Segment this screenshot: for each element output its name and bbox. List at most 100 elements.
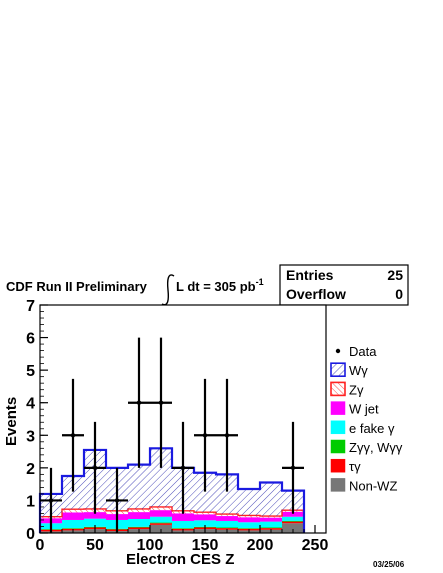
stats-entries-label: Entries [286,267,334,283]
x-tick-label: 50 [86,537,104,554]
legend-item-e-fake-: e fake γ [330,420,395,436]
bar-w--9 [238,489,260,516]
y-tick-label: 7 [26,298,35,315]
bar-z--9 [238,515,260,518]
data-marker [114,498,120,503]
legend-label: Zγ [349,382,364,397]
data-point-2 [84,421,106,514]
x-tick-label: 100 [137,537,164,554]
axes: 0 50 100 150 200 250 0 1 2 3 4 5 6 7 [26,298,328,554]
bar-z--7 [194,512,216,515]
bar-non-wz-5 [150,524,172,533]
bar-e-fake--5 [150,516,172,523]
legend-item-data: Data [335,344,377,359]
data-marker [180,465,186,471]
plot-title: CDF Run II Preliminary [6,279,148,294]
integral-symbol [161,274,175,306]
bar-e-fake--8 [216,520,238,528]
data-marker [48,498,54,503]
bar-z--1 [62,509,84,513]
stats-box: Entries 25 Overflow 0 [279,264,409,306]
bar---5 [150,523,172,525]
data-point-7 [194,378,216,492]
legend-swatch [330,362,346,378]
outline-w-gamma [38,447,306,533]
bar-w-jet-10 [260,517,282,522]
y-axis-label: Events [3,397,20,446]
legend: Data Wγ Zγ W jet e fake γ Zγγ, Wγγ τγ Non-WZ [330,344,403,493]
legend-swatch [330,381,346,397]
stats-entries-value: 25 [387,267,403,283]
legend-item-z-: Zγ [330,381,364,397]
bar-z-w--4 [128,526,150,528]
x-axis-label: Electron CES Z [126,551,234,568]
bar-z-w--11 [282,520,304,522]
bar-e-fake--10 [260,521,282,528]
legend-item-non-wz: Non-WZ [330,478,397,493]
y-tick-label: 1 [26,493,35,510]
y-tick-label: 0 [26,526,35,543]
bar-z-w--1 [62,528,84,529]
x-tick-label: 200 [247,537,274,554]
legend-swatch [330,478,346,492]
y-tick-label: 4 [26,396,35,413]
data-marker [70,433,76,438]
bar-w-jet-5 [150,510,172,517]
legend-label: W jet [349,402,379,417]
bar-w--8 [216,474,238,515]
stats-overflow-value: 0 [395,286,403,302]
bar-e-fake--4 [128,518,150,527]
bar-w-jet-6 [172,513,194,521]
bar-z-w--6 [172,528,194,529]
bar-e-fake--6 [172,520,194,529]
bar-w-jet-4 [128,512,150,519]
luminosity-label: L dt = 305 pb-1 [176,277,264,294]
bar-z--5 [150,506,172,511]
data-point-6 [172,421,194,514]
data-marker [202,433,208,438]
bar-w-jet-8 [216,516,238,521]
bar-z-w--8 [216,527,238,529]
data-marker [136,400,142,405]
legend-label: Wγ [349,363,368,378]
y-tick-label: 3 [26,428,35,445]
data-marker [158,400,164,405]
legend-label: Zγγ, Wγγ [349,440,403,455]
y-tick-label: 5 [26,363,35,380]
x-tick-label: 0 [36,537,45,554]
x-tick-label: 250 [302,537,329,554]
legend-swatch [330,401,346,415]
bar-e-fake--9 [238,522,260,529]
data-marker [290,465,296,471]
data-point-5 [150,337,172,468]
bar-w--10 [260,482,282,517]
bar-z--8 [216,514,238,517]
y-tick-label: 6 [26,331,35,348]
legend-item-w-: Wγ [330,362,368,378]
bar-z-w--5 [150,522,172,524]
legend-swatch [330,439,346,454]
legend-item--: τγ [330,458,361,474]
bar---10 [260,528,282,530]
bar-z-w--9 [238,528,260,529]
legend-label: e fake γ [349,421,395,436]
bar-e-fake--2 [84,518,106,527]
stats-overflow-label: Overflow [286,286,346,302]
legend-label: τγ [349,459,361,474]
data-point-8 [216,378,238,492]
bar---11 [282,521,304,524]
bar---8 [216,528,238,530]
data-point-4 [128,337,150,468]
luminosity-exponent: -1 [256,277,264,287]
legend-swatch [330,420,346,435]
legend-label: Non-WZ [349,478,397,493]
data-point-1 [62,378,84,492]
bar-w-jet-9 [238,517,260,523]
legend-marker [335,348,341,354]
y-tick-label: 2 [26,461,35,478]
bar-e-fake--11 [282,516,304,521]
bar-w-jet-1 [62,512,84,520]
bar-z-w--10 [260,527,282,529]
luminosity-text: L dt = 305 pb [176,279,256,294]
bar-w-jet-7 [194,514,216,521]
